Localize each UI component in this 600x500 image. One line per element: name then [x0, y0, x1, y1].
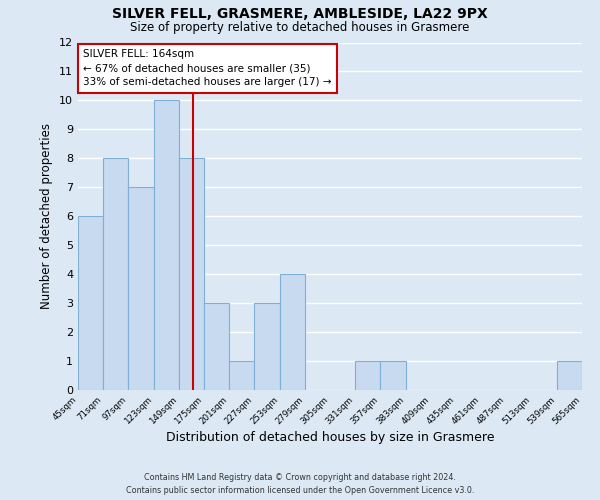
- Bar: [128, 188, 154, 390]
- Bar: [280, 274, 305, 390]
- Text: SILVER FELL, GRASMERE, AMBLESIDE, LA22 9PX: SILVER FELL, GRASMERE, AMBLESIDE, LA22 9…: [112, 8, 488, 22]
- Bar: [179, 158, 204, 390]
- Bar: [103, 158, 128, 390]
- Text: Size of property relative to detached houses in Grasmere: Size of property relative to detached ho…: [130, 21, 470, 34]
- Bar: [557, 361, 582, 390]
- Text: SILVER FELL: 164sqm
← 67% of detached houses are smaller (35)
33% of semi-detach: SILVER FELL: 164sqm ← 67% of detached ho…: [83, 50, 332, 88]
- Bar: [78, 216, 103, 390]
- Y-axis label: Number of detached properties: Number of detached properties: [40, 123, 53, 309]
- Text: Contains HM Land Registry data © Crown copyright and database right 2024.
Contai: Contains HM Land Registry data © Crown c…: [126, 474, 474, 495]
- X-axis label: Distribution of detached houses by size in Grasmere: Distribution of detached houses by size …: [166, 432, 494, 444]
- Bar: [229, 361, 254, 390]
- Bar: [380, 361, 406, 390]
- Bar: [254, 303, 280, 390]
- Bar: [355, 361, 380, 390]
- Bar: [154, 100, 179, 390]
- Bar: [204, 303, 229, 390]
